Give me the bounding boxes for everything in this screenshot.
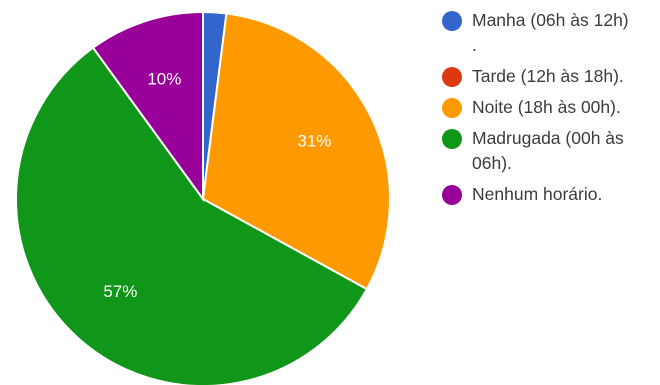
- legend-label: Tarde (12h às 18h).: [472, 66, 624, 86]
- legend: Manha (06h às 12h). Tarde (12h às 18h). No…: [442, 8, 658, 213]
- legend-item[interactable]: Madrugada (00h às 06h).: [442, 126, 658, 176]
- slice-percent-label: 10%: [147, 70, 181, 89]
- legend-swatch: [442, 11, 462, 31]
- pie-slice[interactable]: [201, 12, 391, 291]
- slice-percent-label: 31%: [297, 132, 331, 151]
- legend-item[interactable]: Manha (06h às 12h).: [442, 8, 658, 58]
- legend-swatch: [442, 98, 462, 118]
- legend-item[interactable]: Nenhum horário.: [442, 182, 658, 207]
- legend-label: Manha (06h às 12h).: [472, 10, 629, 55]
- pie-slice[interactable]: [91, 10, 204, 203]
- legend-label: Noite (18h às 00h).: [472, 97, 621, 117]
- legend-swatch: [442, 185, 462, 205]
- legend-swatch: [442, 129, 462, 149]
- pie-slice[interactable]: [15, 46, 369, 385]
- pie-chart: 31% 57% 10%: [15, 10, 391, 385]
- legend-label: Nenhum horário.: [472, 184, 603, 204]
- slice-percent-label: 57%: [103, 282, 137, 301]
- legend-item[interactable]: Tarde (12h às 18h).: [442, 64, 658, 89]
- legend-swatch: [442, 67, 462, 87]
- legend-item[interactable]: Noite (18h às 00h).: [442, 95, 658, 120]
- legend-label: Madrugada (00h às 06h).: [472, 128, 624, 173]
